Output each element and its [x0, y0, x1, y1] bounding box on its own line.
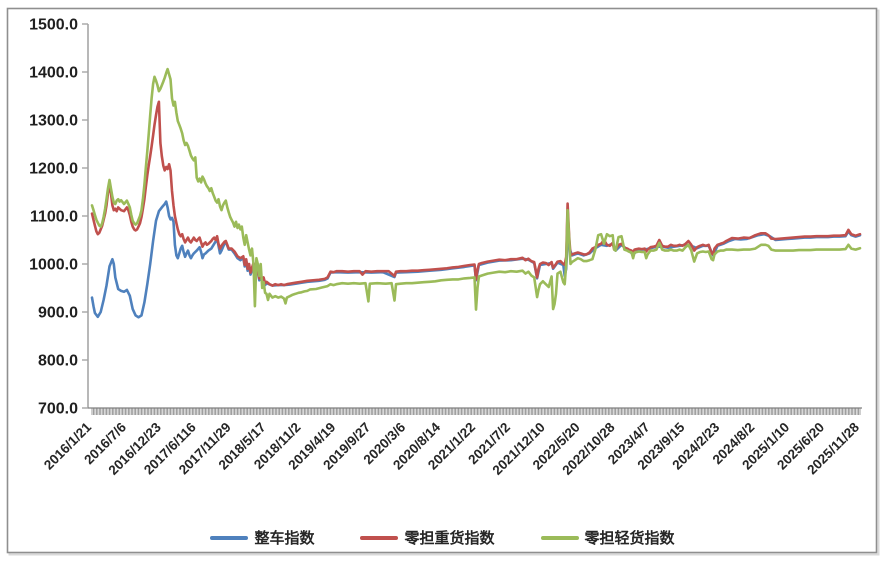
y-axis-tick-label: 1500.0	[29, 17, 78, 34]
series-line-2	[90, 67, 862, 311]
y-axis-tick-label: 1400.0	[29, 65, 78, 82]
line-swatch-icon	[210, 536, 249, 540]
legend-label: 零担轻货指数	[584, 529, 675, 547]
y-axis-tick-label: 1200.0	[29, 161, 78, 178]
y-axis: 1500.0 1400.0 1300.0 1200.0 1100.0 1000.0 900.…	[29, 17, 89, 418]
series-lines	[90, 67, 862, 319]
y-axis-tick-label: 800.0	[38, 353, 78, 370]
chart-legend: 整车指数 零担重货指数 零担轻货指数	[0, 527, 885, 549]
line-swatch-icon	[360, 536, 399, 540]
x-axis-minor-ticks	[91, 408, 861, 415]
legend-label: 零担重货指数	[404, 529, 495, 547]
series-line-1	[90, 100, 862, 287]
y-axis-tick-label: 1000.0	[29, 257, 78, 274]
y-axis-tick-label: 900.0	[38, 305, 78, 322]
y-axis-tick-label: 1300.0	[29, 113, 78, 130]
legend-label: 整车指数	[254, 529, 315, 547]
legend-item-ltl-light-index: 零担轻货指数	[540, 529, 675, 547]
line-swatch-icon	[540, 536, 579, 540]
legend-item-ltl-heavy-index: 零担重货指数	[360, 529, 495, 547]
y-axis-tick-label: 1100.0	[30, 209, 78, 226]
legend-item-full-truckload-index: 整车指数	[210, 531, 314, 546]
y-axis-tick-label: 700.0	[38, 401, 78, 418]
